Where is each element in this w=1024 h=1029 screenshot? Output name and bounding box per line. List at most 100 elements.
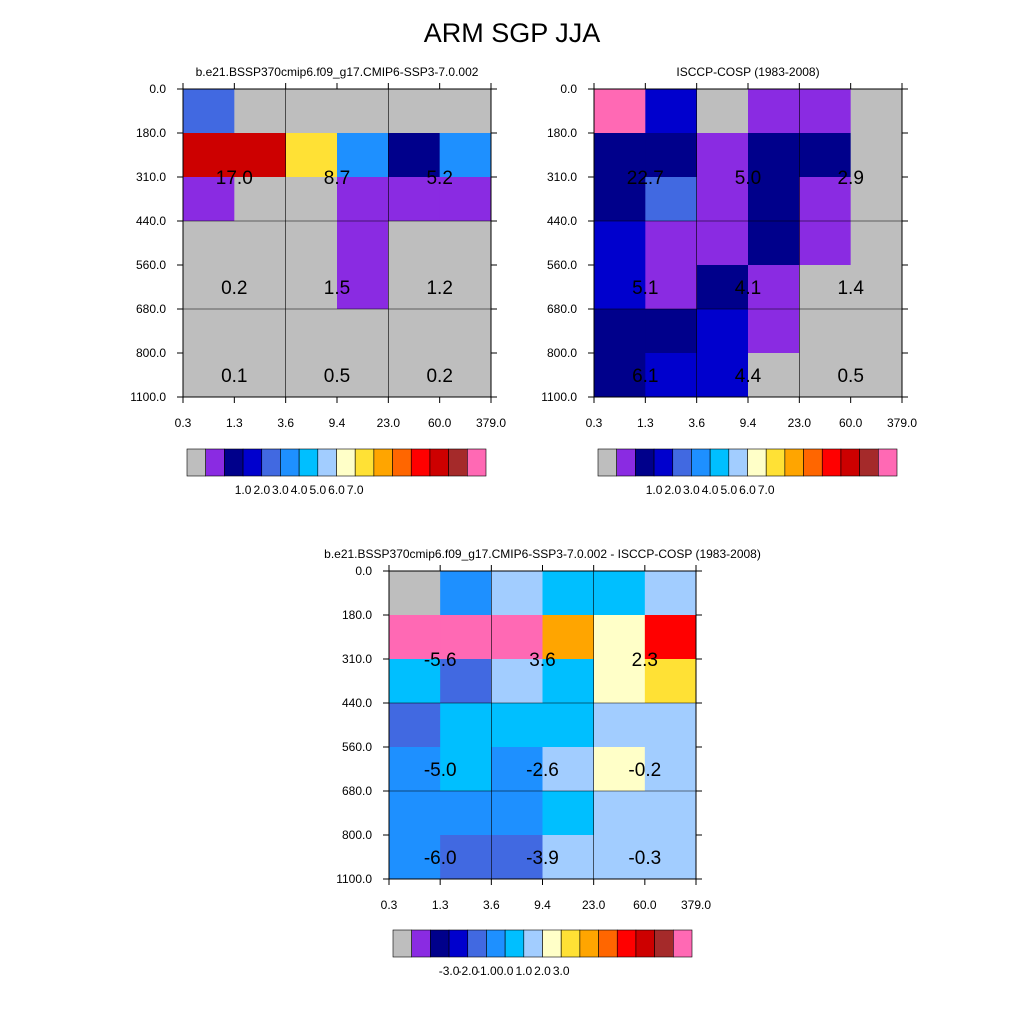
colorbar-box bbox=[616, 929, 637, 958]
heatmap-cell bbox=[337, 353, 389, 398]
value-label: 5.2 bbox=[426, 168, 452, 189]
value-label: 0.5 bbox=[324, 366, 350, 387]
value-label: -5.0 bbox=[424, 760, 457, 781]
colorbar-box bbox=[728, 448, 748, 477]
colorbar-box bbox=[597, 448, 617, 477]
heatmap-cell bbox=[542, 747, 595, 792]
colorbar-label: 3.0 bbox=[683, 483, 700, 497]
heatmap-cell bbox=[593, 835, 646, 880]
colorbar-box bbox=[821, 448, 842, 477]
colorbar-label: 7.0 bbox=[347, 483, 364, 497]
value-label: 2.3 bbox=[632, 650, 658, 671]
colorbar-label: -3.0 bbox=[439, 964, 460, 978]
colorbar-box bbox=[504, 929, 525, 958]
y-tick-label: 180.0 bbox=[342, 608, 372, 622]
colorbar-box bbox=[635, 929, 655, 958]
y-tick-label: 1100.0 bbox=[130, 390, 166, 404]
colorbar-box bbox=[747, 448, 767, 477]
heatmap-cell bbox=[337, 221, 389, 266]
colorbar-box bbox=[298, 448, 319, 477]
value-label: 1.4 bbox=[837, 278, 864, 299]
heatmap-cell bbox=[183, 309, 235, 354]
heatmap-cell bbox=[183, 177, 235, 222]
heatmap-cell bbox=[645, 353, 698, 398]
y-tick-label: 310.0 bbox=[547, 170, 577, 184]
heatmap-cell bbox=[285, 133, 338, 178]
heatmap-cell bbox=[799, 221, 852, 266]
x-tick-label: 23.0 bbox=[582, 898, 606, 912]
heatmap-cell bbox=[389, 791, 441, 836]
x-tick-label: 1.3 bbox=[432, 898, 449, 912]
value-label: -0.3 bbox=[628, 848, 661, 869]
heatmap-cell bbox=[799, 265, 852, 310]
panel-title: b.e21.BSSP370cmip6.f09_g17.CMIP6-SSP3-7.… bbox=[324, 547, 761, 561]
value-label: 1.5 bbox=[324, 278, 350, 299]
value-label: 4.4 bbox=[735, 366, 762, 387]
colorbar-legend: 1.0 2.0 3.0 4.0 5.0 6.0 7.0 bbox=[597, 448, 898, 497]
y-tick-label: 440.0 bbox=[547, 214, 577, 228]
y-tick-label: 800.0 bbox=[342, 828, 372, 842]
x-tick-label: 3.6 bbox=[483, 898, 500, 912]
y-tick-label: 560.0 bbox=[547, 258, 577, 272]
heatmap-cell bbox=[748, 265, 800, 310]
colorbar-box bbox=[691, 448, 711, 477]
heatmap-cell bbox=[850, 177, 903, 222]
heatmap-cell bbox=[285, 177, 338, 222]
heatmap-cell bbox=[594, 89, 646, 134]
y-tick-label: 1100.0 bbox=[541, 390, 577, 404]
heatmap-cell bbox=[439, 221, 492, 266]
heatmap-cell bbox=[799, 133, 852, 178]
x-tick-label: 60.0 bbox=[428, 416, 452, 430]
colorbar-box bbox=[653, 448, 674, 477]
colorbar-label: -1.0 bbox=[476, 964, 497, 978]
value-label: -2.6 bbox=[526, 760, 559, 781]
heatmap-cell bbox=[748, 353, 800, 398]
x-tick-label: 379.0 bbox=[681, 898, 711, 912]
heatmap-cell bbox=[183, 353, 235, 398]
heatmap-cell bbox=[594, 177, 646, 222]
y-tick-label: 180.0 bbox=[547, 126, 577, 140]
x-tick-label: 0.3 bbox=[175, 416, 192, 430]
heatmap-cell bbox=[696, 133, 749, 178]
y-tick-label: 440.0 bbox=[342, 696, 372, 710]
value-label: 22.7 bbox=[627, 168, 664, 189]
heatmap-cell bbox=[850, 353, 903, 398]
heatmap-cell bbox=[440, 615, 492, 660]
colorbar-label: 4.0 bbox=[702, 483, 719, 497]
colorbar-box bbox=[224, 448, 244, 477]
panel-3: b.e21.BSSP370cmip6.f09_g17.CMIP6-SSP3-7.… bbox=[324, 547, 761, 978]
value-label: 4.1 bbox=[735, 278, 761, 299]
x-tick-label: 3.6 bbox=[277, 416, 294, 430]
colorbar-label: 1.0 bbox=[235, 483, 252, 497]
heatmap-cell bbox=[542, 835, 595, 880]
heatmap-cell bbox=[388, 221, 441, 266]
heatmap-cell bbox=[388, 309, 441, 354]
heatmap-cell bbox=[850, 265, 903, 310]
heatmap-cell bbox=[285, 265, 338, 310]
x-tick-label: 60.0 bbox=[633, 898, 657, 912]
y-tick-label: 0.0 bbox=[560, 82, 577, 96]
value-label: 0.2 bbox=[221, 278, 247, 299]
heatmap-cell bbox=[234, 221, 287, 266]
colorbar-box bbox=[486, 929, 506, 958]
heatmap-cell bbox=[644, 659, 697, 704]
heatmap-cell bbox=[645, 265, 698, 310]
heatmap-cell bbox=[388, 265, 441, 310]
colorbar-box bbox=[336, 448, 356, 477]
heatmap-cell bbox=[644, 571, 697, 616]
heatmap-cell bbox=[439, 133, 492, 178]
heatmap-cell bbox=[644, 791, 697, 836]
heatmap-cell bbox=[645, 89, 698, 134]
heatmap-cell bbox=[337, 265, 389, 310]
value-label: -0.2 bbox=[628, 760, 661, 781]
heatmap-cell bbox=[593, 791, 646, 836]
heatmap-cell bbox=[440, 835, 492, 880]
heatmap-cell bbox=[337, 177, 389, 222]
value-label: 2.9 bbox=[837, 168, 863, 189]
x-tick-label: 3.6 bbox=[688, 416, 705, 430]
panel-2: ISCCP-COSP (1983-2008) 0.3 1.3 3.6 9.4 23.0 60… bbox=[541, 65, 917, 497]
colorbar-label: 7.0 bbox=[758, 483, 775, 497]
colorbar-label: 5.0 bbox=[720, 483, 737, 497]
heatmap-cell bbox=[696, 177, 749, 222]
x-tick-label: 379.0 bbox=[476, 416, 506, 430]
